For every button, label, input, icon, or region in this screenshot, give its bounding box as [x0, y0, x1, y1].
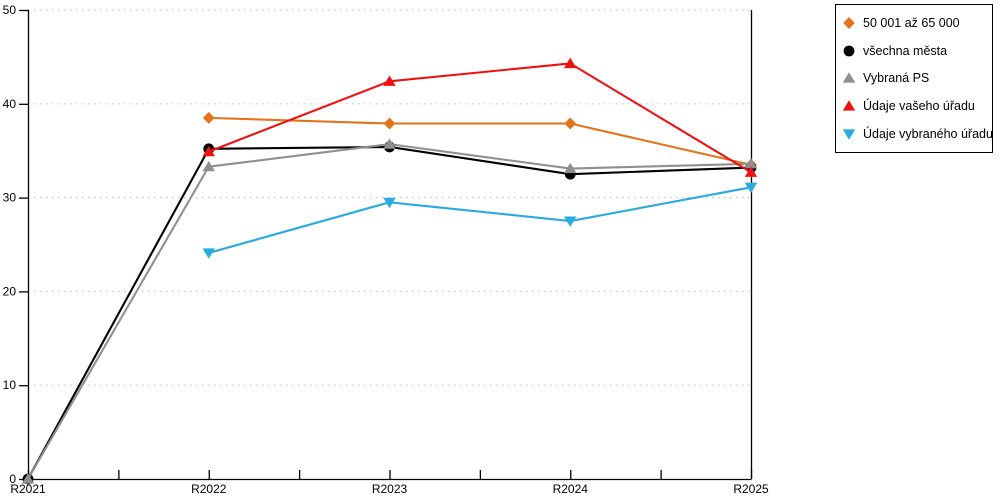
x-tick-label: R2025 — [733, 482, 769, 496]
data-point-marker — [744, 166, 758, 177]
legend-item-label: Údaje vašeho úřadu — [863, 99, 975, 114]
x-tick-label: R2023 — [372, 482, 408, 496]
x-tick-label: R2022 — [191, 482, 227, 496]
y-tick-label: 40 — [3, 97, 17, 111]
data-point-marker — [202, 160, 215, 172]
data-point-marker — [842, 129, 856, 140]
series-line — [27, 143, 752, 480]
y-axis: 0 10 20 30 40 50 — [3, 3, 29, 486]
y-tick-label: 30 — [3, 191, 17, 205]
legend-item: 50 001 až 65 000 — [842, 16, 986, 30]
legend-item: všechna města — [842, 44, 986, 58]
legend-item-label: všechna města — [863, 43, 948, 58]
data-point-marker — [843, 45, 855, 57]
series-1 — [22, 141, 757, 485]
x-tick-label: R2021 — [10, 482, 46, 496]
y-tick-label: 50 — [3, 3, 17, 17]
axes — [27, 10, 753, 481]
legend-marker-triangle-down-icon — [842, 129, 856, 140]
series-line — [27, 145, 752, 480]
series-line — [208, 186, 752, 254]
data-point-marker — [383, 117, 396, 130]
data-point-marker — [842, 100, 856, 111]
y-tick-label: 20 — [3, 284, 17, 298]
legend-item-label: Vybraná PS — [863, 71, 930, 86]
data-point-marker — [842, 72, 856, 84]
legend-item-label: Údaje vybraného úřadu — [863, 127, 993, 142]
data-point-marker — [564, 162, 577, 174]
data-point-marker — [383, 75, 396, 86]
series-2 — [21, 138, 758, 484]
data-point-marker — [202, 248, 215, 259]
y-tick-label: 0 — [9, 472, 16, 486]
data-point-marker — [202, 111, 215, 124]
data-point-marker — [383, 138, 396, 149]
data-point-marker — [744, 158, 758, 169]
data-point-marker — [564, 57, 577, 69]
series-4 — [202, 182, 758, 259]
legend-marker-triangle-up-icon — [842, 72, 856, 84]
series-line — [208, 62, 752, 174]
legend-item: Vybraná PS — [842, 71, 986, 85]
series-0 — [202, 111, 757, 171]
data-point-marker — [744, 182, 758, 194]
data-point-marker — [202, 145, 215, 157]
legend-item-label: 50 001 až 65 000 — [863, 15, 960, 30]
legend-marker-diamond-icon — [843, 16, 855, 29]
data-point-marker — [21, 473, 35, 484]
data-point-marker — [564, 117, 577, 130]
legend-marker-triangle-up-icon — [842, 100, 856, 111]
legend: 50 001 až 65 000 všechna města Vybraná PS Ú… — [835, 4, 993, 153]
series-line — [208, 116, 752, 166]
data-point-marker — [383, 197, 396, 209]
gridlines — [28, 9, 751, 386]
series-3 — [202, 57, 758, 177]
legend-marker-circle-icon — [843, 45, 855, 57]
x-axis: R2021 R2022 R2023 R2024 R2025 — [10, 470, 769, 496]
x-tick-label: R2024 — [553, 482, 589, 496]
data-point-marker — [564, 216, 577, 227]
legend-item: Údaje vašeho úřadu — [842, 99, 986, 113]
data-point-marker — [843, 16, 855, 29]
y-tick-label: 10 — [3, 378, 17, 392]
legend-item: Údaje vybraného úřadu — [842, 127, 993, 141]
